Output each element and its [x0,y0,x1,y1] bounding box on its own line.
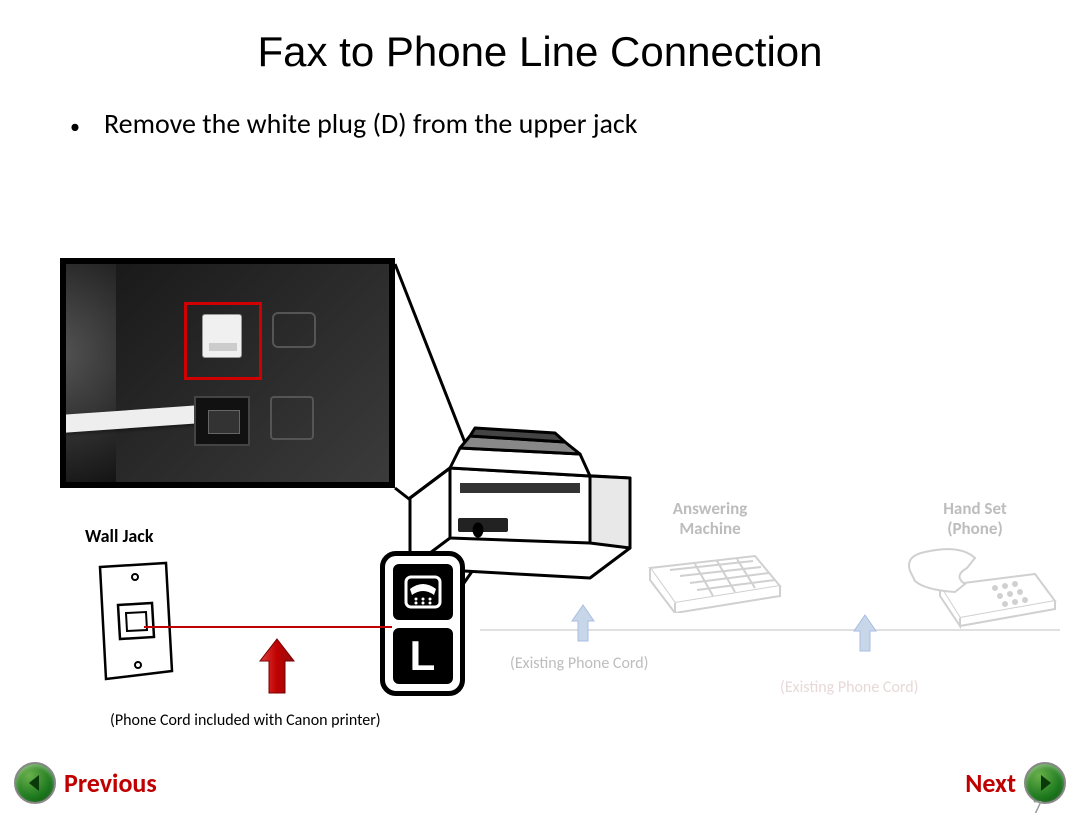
connection-line [144,626,392,628]
jack-label-callout: L [380,551,465,696]
wall-jack-label: Wall Jack [85,525,153,547]
instruction-bullet: • Remove the white plug (D) from the upp… [70,106,1080,141]
instruction-text: Remove the white plug (D) from the upper… [104,106,638,141]
wall-jack-icon [88,561,178,681]
bullet-icon: • [70,115,80,139]
next-button[interactable]: Next [965,762,1066,804]
page-number: 7 [1033,796,1042,818]
previous-label: Previous [64,767,157,799]
existing-cord-label: (Existing Phone Cord) [780,678,919,697]
up-arrow-icon [258,637,296,697]
existing-cord-label: (Existing Phone Cord) [510,654,649,673]
blue-up-arrow-icon [852,613,878,653]
answering-machine-label: Answering Machine [650,499,770,540]
connection-diagram: L Wall Jack (Phone Cord included with Ca… [60,243,1040,743]
phone-cord-caption: (Phone Cord included with Canon printer) [110,711,381,730]
blue-up-arrow-icon [570,603,596,643]
line-symbol-icon: L [393,628,453,684]
handset-label: Hand Set (Phone) [915,499,1035,540]
answering-machine-icon [635,548,785,613]
next-arrow-icon [1024,762,1066,804]
next-label: Next [965,767,1016,799]
handset-phone-icon [905,546,1060,631]
page-title: Fax to Phone Line Connection [0,28,1080,76]
previous-button[interactable]: Previous [14,762,157,804]
phone-symbol-icon [393,564,453,620]
previous-arrow-icon [14,762,56,804]
